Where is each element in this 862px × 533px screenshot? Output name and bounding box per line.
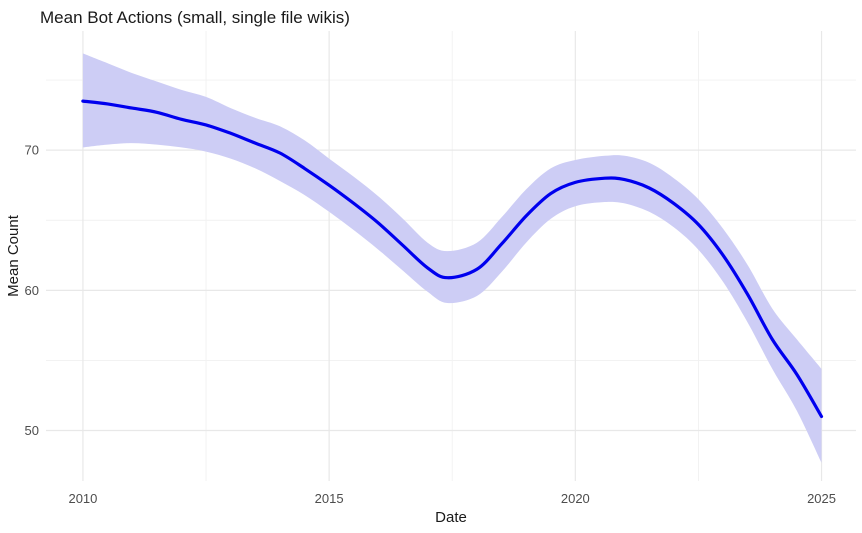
- chart-title: Mean Bot Actions (small, single file wik…: [40, 8, 350, 27]
- trend-line: [81, 99, 824, 419]
- confidence-band: [82, 53, 822, 463]
- y-tick-label: 70: [25, 143, 39, 158]
- y-axis-tick-labels: 50 60 70: [25, 143, 39, 438]
- minor-gridlines: [46, 31, 856, 481]
- y-tick-label: 50: [25, 423, 39, 438]
- y-axis-title: Mean Count: [5, 214, 22, 297]
- x-tick-label: 2020: [561, 491, 590, 506]
- x-tick-label: 2015: [315, 491, 344, 506]
- x-tick-label: 2010: [68, 491, 97, 506]
- y-tick-label: 60: [25, 283, 39, 298]
- x-axis-tick-labels: 2010 2015 2020 2025: [68, 491, 836, 506]
- x-axis-title: Date: [435, 509, 467, 526]
- x-tick-label: 2025: [807, 491, 836, 506]
